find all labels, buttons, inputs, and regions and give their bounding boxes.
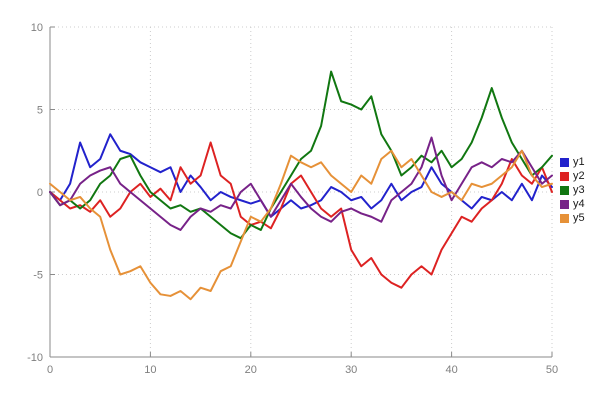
legend-label-y1: y1 bbox=[573, 156, 585, 168]
legend-label-y4: y4 bbox=[573, 198, 585, 210]
legend-swatch-y4 bbox=[560, 200, 569, 209]
legend-swatch-y2 bbox=[560, 172, 569, 181]
legend-label-y3: y3 bbox=[573, 184, 585, 196]
svg-text:40: 40 bbox=[445, 364, 457, 376]
legend-entry-y1: y1 bbox=[560, 157, 585, 168]
legend-swatch-y5 bbox=[560, 214, 569, 223]
svg-text:-5: -5 bbox=[33, 270, 43, 282]
legend-swatch-y1 bbox=[560, 158, 569, 167]
svg-text:5: 5 bbox=[37, 105, 43, 117]
legend-swatch-y3 bbox=[560, 186, 569, 195]
svg-text:-10: -10 bbox=[27, 352, 43, 364]
svg-text:10: 10 bbox=[31, 22, 43, 34]
legend: y1 y2 y3 y4 y5 bbox=[560, 157, 585, 224]
svg-text:50: 50 bbox=[546, 364, 558, 376]
svg-text:0: 0 bbox=[47, 364, 53, 376]
svg-text:0: 0 bbox=[37, 187, 43, 199]
legend-entry-y5: y5 bbox=[560, 213, 585, 224]
legend-entry-y3: y3 bbox=[560, 185, 585, 196]
svg-text:10: 10 bbox=[144, 364, 156, 376]
legend-entry-y4: y4 bbox=[560, 199, 585, 210]
svg-text:30: 30 bbox=[345, 364, 357, 376]
legend-entry-y2: y2 bbox=[560, 171, 585, 182]
legend-label-y5: y5 bbox=[573, 212, 585, 224]
svg-text:20: 20 bbox=[245, 364, 257, 376]
legend-label-y2: y2 bbox=[573, 170, 585, 182]
